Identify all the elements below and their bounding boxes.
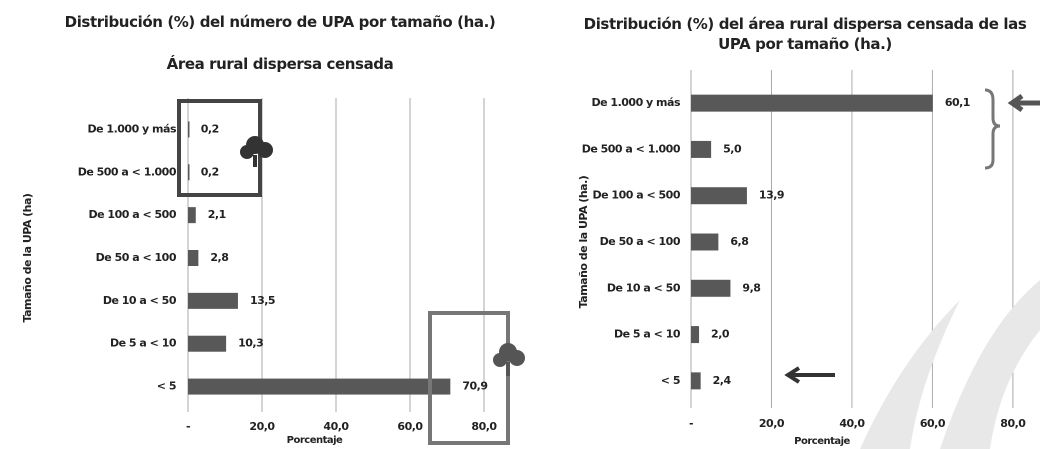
value-label: 2,1 (208, 208, 226, 221)
bar (188, 121, 190, 137)
x-tick-label: 60,0 (920, 417, 946, 430)
value-label: 0,2 (201, 165, 219, 178)
x-tick-label: 20,0 (249, 420, 275, 433)
x-tick-label: 60,0 (397, 420, 423, 433)
y-tick-label: De 1.000 y más (88, 122, 177, 135)
x-axis-label: Porcentaje (287, 435, 343, 446)
bar (188, 379, 450, 395)
value-label: 5,0 (723, 142, 742, 155)
x-tick-label: 20,0 (759, 417, 785, 430)
bar (691, 95, 933, 112)
value-label: 2,8 (210, 251, 228, 264)
x-tick-label: 40,0 (839, 417, 865, 430)
y-tick-label: De 500 a < 1.000 (78, 165, 177, 178)
brace (985, 90, 1000, 168)
bar (188, 207, 196, 223)
y-tick-label: De 5 a < 10 (110, 337, 177, 350)
y-tick-label: De 100 a < 500 (593, 189, 681, 202)
tree-icon (493, 343, 525, 376)
value-label: 6,8 (730, 235, 748, 248)
y-tick-label: De 1.000 y más (592, 96, 681, 109)
tree-icon (240, 136, 273, 167)
y-tick-label: De 100 a < 500 (89, 208, 177, 221)
x-tick-label: 80,0 (1000, 417, 1026, 430)
x-tick-label: - (186, 420, 190, 433)
value-label: 10,3 (238, 337, 263, 350)
bar (691, 187, 747, 204)
bar (188, 293, 238, 309)
bar (691, 280, 730, 297)
bar (691, 141, 711, 158)
bar (188, 250, 198, 266)
y-axis-label: Tamaño de la UPA (ha) (21, 193, 34, 322)
value-label: 2,0 (711, 328, 730, 341)
bar (188, 336, 226, 352)
value-label: 60,1 (945, 96, 970, 109)
x-tick-label: 40,0 (323, 420, 349, 433)
bar (188, 164, 190, 180)
charts: - 20,0 40,0 60,0 80,0 Porcentaje Tamaño de la … (0, 0, 1040, 449)
y-axis-label: Tamaño de la UPA (ha.) (577, 175, 590, 308)
arrow (1012, 96, 1040, 110)
y-tick-label: De 5 a < 10 (614, 328, 681, 341)
value-label: 13,9 (759, 189, 784, 202)
x-tick-label: 80,0 (471, 420, 497, 433)
y-tick-label: < 5 (661, 374, 680, 387)
y-tick-label: De 50 a < 100 (96, 251, 177, 264)
value-label: 0,2 (201, 122, 219, 135)
value-label: 13,5 (250, 294, 275, 307)
y-tick-label: De 10 a < 50 (607, 281, 681, 294)
x-axis-label: Porcentaje (794, 436, 850, 447)
y-tick-label: < 5 (157, 380, 176, 393)
y-tick-label: De 50 a < 100 (600, 235, 681, 248)
page: Distribución (%) del número de UPA por t… (0, 0, 1040, 449)
x-tick-label: - (689, 417, 693, 430)
bar (691, 234, 718, 251)
arrow (788, 368, 835, 382)
value-label: 9,8 (742, 281, 760, 294)
value-label: 2,4 (713, 374, 732, 387)
bar (691, 372, 701, 389)
bar (691, 326, 699, 343)
y-tick-label: De 500 a < 1.000 (582, 142, 681, 155)
y-tick-label: De 10 a < 50 (103, 294, 177, 307)
value-label: 70,9 (462, 380, 487, 393)
